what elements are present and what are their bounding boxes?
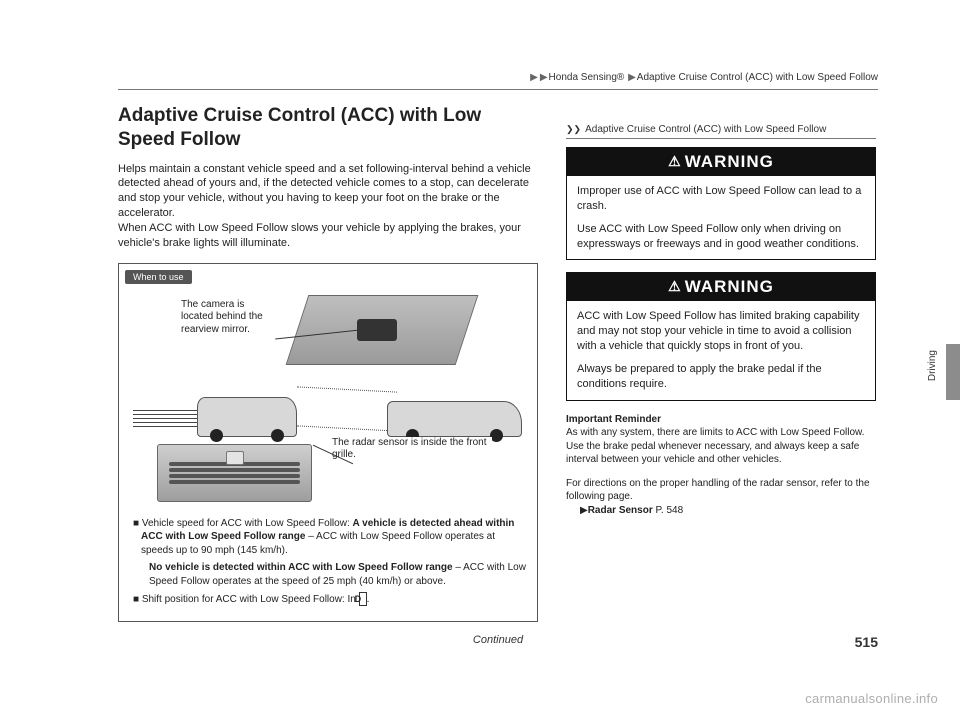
main-column: Adaptive Cruise Control (ACC) with Low S… bbox=[118, 104, 538, 622]
warning-header-text: WARNING bbox=[685, 277, 774, 296]
warning-para: ACC with Low Speed Follow has limited br… bbox=[577, 309, 865, 354]
gear-indicator: D bbox=[359, 592, 367, 606]
note-text: Vehicle speed for ACC with Low Speed Fol… bbox=[142, 518, 353, 529]
chevron-icon: ❯❯ bbox=[566, 124, 581, 134]
sidebar-heading: ❯❯ Adaptive Cruise Control (ACC) with Low… bbox=[566, 104, 876, 139]
intro-text: Helps maintain a constant vehicle speed … bbox=[118, 162, 538, 251]
warning-para: Improper use of ACC with Low Speed Follo… bbox=[577, 184, 865, 214]
note-bold: No vehicle is detected within ACC with L… bbox=[149, 562, 453, 573]
important-reminder: Important Reminder As with any system, t… bbox=[566, 413, 876, 467]
breadcrumb-section: Honda Sensing® bbox=[549, 72, 625, 83]
warning-triangle-icon: ⚠ bbox=[668, 153, 682, 169]
reference-intro: For directions on the proper handling of… bbox=[566, 477, 876, 504]
grille-illustration bbox=[157, 444, 312, 502]
reminder-title: Important Reminder bbox=[566, 413, 876, 427]
breadcrumb-subsection: Adaptive Cruise Control (ACC) with Low S… bbox=[637, 72, 878, 83]
warning-triangle-icon: ⚠ bbox=[668, 278, 682, 294]
arrow-icon: ▶ bbox=[540, 72, 548, 83]
when-to-use-label: When to use bbox=[125, 270, 192, 284]
intro-para-2: When ACC with Low Speed Follow slows you… bbox=[118, 221, 538, 251]
page-footer: Continued 515 bbox=[118, 634, 878, 646]
lead-vehicle-illustration bbox=[387, 401, 522, 437]
road-lines bbox=[133, 407, 203, 430]
figure-note-1: ■ Vehicle speed for ACC with Low Speed F… bbox=[133, 517, 527, 558]
sensor-diagram: The camera is located behind the rearvie… bbox=[127, 289, 529, 509]
page-title: Adaptive Cruise Control (ACC) with Low S… bbox=[118, 104, 538, 152]
warning-box-1: ⚠WARNING Improper use of ACC with Low Sp… bbox=[566, 147, 876, 260]
continued-label: Continued bbox=[118, 634, 878, 646]
section-tab bbox=[946, 344, 960, 400]
watermark: carmanualsonline.info bbox=[805, 691, 938, 706]
reference-link: ▶Radar Sensor P. 548 bbox=[566, 504, 876, 518]
warning-box-2: ⚠WARNING ACC with Low Speed Follow has l… bbox=[566, 272, 876, 400]
link-icon: ▶ bbox=[580, 505, 588, 516]
radar-beam-illustration bbox=[297, 386, 397, 431]
page-number: 515 bbox=[855, 634, 878, 650]
arrow-icon: ▶ bbox=[530, 72, 538, 83]
page-body: ▶▶Honda Sensing® ▶Adaptive Cruise Contro… bbox=[118, 72, 878, 622]
warning-header: ⚠WARNING bbox=[567, 273, 875, 301]
warning-para: Use ACC with Low Speed Follow only when … bbox=[577, 222, 865, 252]
radar-callout: The radar sensor is inside the front gri… bbox=[332, 437, 492, 462]
mirror-illustration bbox=[357, 319, 397, 341]
reference-page: P. 548 bbox=[656, 505, 684, 516]
reference-label: Radar Sensor bbox=[588, 505, 653, 516]
sidebar-column: ❯❯ Adaptive Cruise Control (ACC) with Low… bbox=[566, 104, 876, 622]
warning-header-text: WARNING bbox=[685, 152, 774, 171]
reminder-body: As with any system, there are limits to … bbox=[566, 426, 876, 467]
section-tab-label: Driving bbox=[927, 350, 938, 381]
warning-header: ⚠WARNING bbox=[567, 148, 875, 176]
warning-para: Always be prepared to apply the brake pe… bbox=[577, 362, 865, 392]
warning-body: ACC with Low Speed Follow has limited br… bbox=[567, 301, 875, 399]
figure-notes: ■ Vehicle speed for ACC with Low Speed F… bbox=[119, 509, 537, 621]
figure-note-3: ■ Shift position for ACC with Low Speed … bbox=[133, 592, 527, 607]
arrow-icon: ▶ bbox=[628, 72, 636, 83]
figure-box: When to use The camera is located behind… bbox=[118, 263, 538, 622]
note-text: Shift position for ACC with Low Speed Fo… bbox=[142, 594, 359, 605]
breadcrumb: ▶▶Honda Sensing® ▶Adaptive Cruise Contro… bbox=[118, 72, 878, 90]
figure-note-2: No vehicle is detected within ACC with L… bbox=[133, 561, 527, 588]
columns: Adaptive Cruise Control (ACC) with Low S… bbox=[118, 104, 878, 622]
intro-para-1: Helps maintain a constant vehicle speed … bbox=[118, 162, 538, 221]
sidebar-heading-text: Adaptive Cruise Control (ACC) with Low S… bbox=[585, 124, 826, 135]
host-vehicle-illustration bbox=[197, 397, 297, 437]
warning-body: Improper use of ACC with Low Speed Follo… bbox=[567, 176, 875, 259]
camera-callout: The camera is located behind the rearvie… bbox=[181, 299, 276, 337]
reference-block: For directions on the proper handling of… bbox=[566, 477, 876, 518]
